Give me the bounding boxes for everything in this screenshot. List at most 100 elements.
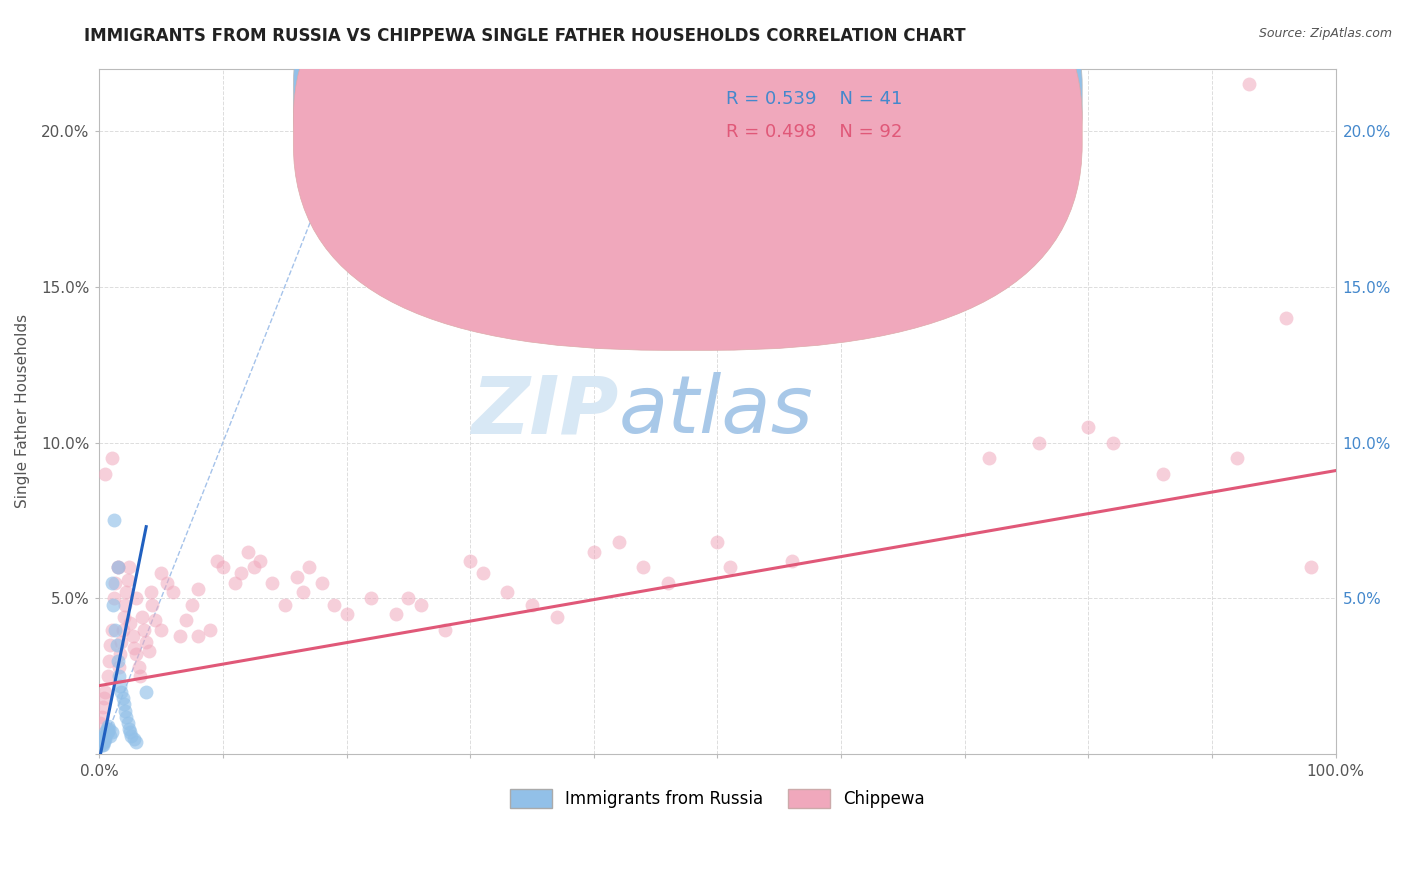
Point [108,660,131,674]
Point [205,554,228,568]
Point [114,704,136,718]
Point [212,560,235,574]
Point [242,560,264,574]
Point [110,635,132,649]
Point [90,710,112,724]
Point [89,738,111,752]
Point [143,613,166,627]
Point [1226,451,1249,466]
Point [93,731,115,746]
Point [1275,310,1298,325]
Point [107,560,129,574]
Point [249,554,271,568]
Point [150,566,173,581]
Point [141,598,163,612]
Point [132,623,155,637]
Point [434,623,457,637]
Point [120,725,142,739]
Point [89,716,111,731]
Point [96,723,118,737]
Point [105,638,128,652]
Point [458,554,481,568]
Point [262,575,284,590]
Point [91,738,114,752]
Text: R = 0.498    N = 92: R = 0.498 N = 92 [725,122,903,141]
Point [1237,77,1260,91]
Text: ZIP: ZIP [471,372,619,450]
Point [187,629,209,643]
Point [111,691,134,706]
Point [118,560,141,574]
Point [780,554,803,568]
Point [129,669,152,683]
Point [138,644,160,658]
Point [107,654,129,668]
Point [100,725,122,739]
Point [91,700,114,714]
Point [103,513,125,527]
Text: IMMIGRANTS FROM RUSSIA VS CHIPPEWA SINGLE FATHER HOUSEHOLDS CORRELATION CHART: IMMIGRANTS FROM RUSSIA VS CHIPPEWA SINGL… [84,27,966,45]
Point [91,731,114,746]
Point [107,560,129,574]
Point [125,648,148,662]
Point [98,654,121,668]
Y-axis label: Single Father Households: Single Father Households [15,314,30,508]
Point [110,679,132,693]
Point [112,610,135,624]
Point [1028,435,1050,450]
Point [120,616,142,631]
Text: Source: ZipAtlas.com: Source: ZipAtlas.com [1258,27,1392,40]
Point [104,623,127,637]
Point [112,698,135,712]
Point [200,623,222,637]
Point [236,544,259,558]
Point [135,685,157,699]
Point [114,598,136,612]
Point [292,585,315,599]
Point [96,723,118,737]
Point [1299,560,1322,574]
Point [706,535,728,549]
Point [156,575,179,590]
Point [108,669,131,683]
Point [115,710,138,724]
Point [122,731,145,746]
FancyBboxPatch shape [637,69,1008,161]
Point [121,629,143,643]
Point [323,598,346,612]
Point [97,669,120,683]
Point [162,585,184,599]
Point [1077,420,1099,434]
Point [657,575,679,590]
FancyBboxPatch shape [294,0,1083,351]
Point [181,598,204,612]
Point [409,598,432,612]
Point [385,607,408,621]
Point [98,723,121,737]
Point [117,716,139,731]
Point [231,566,253,581]
Point [174,613,197,627]
Point [100,623,122,637]
Point [633,560,655,574]
Point [118,723,141,737]
Point [120,729,142,743]
Point [224,575,246,590]
Point [139,585,162,599]
Point [131,610,153,624]
Point [93,729,115,743]
Point [128,660,150,674]
Point [91,735,114,749]
Point [842,218,865,232]
Point [110,648,132,662]
Point [96,725,118,739]
Point [285,569,308,583]
Point [150,623,173,637]
Point [396,591,419,606]
Point [103,591,125,606]
Point [111,623,134,637]
Point [97,725,120,739]
Point [110,685,132,699]
Point [904,310,927,325]
Point [273,598,295,612]
